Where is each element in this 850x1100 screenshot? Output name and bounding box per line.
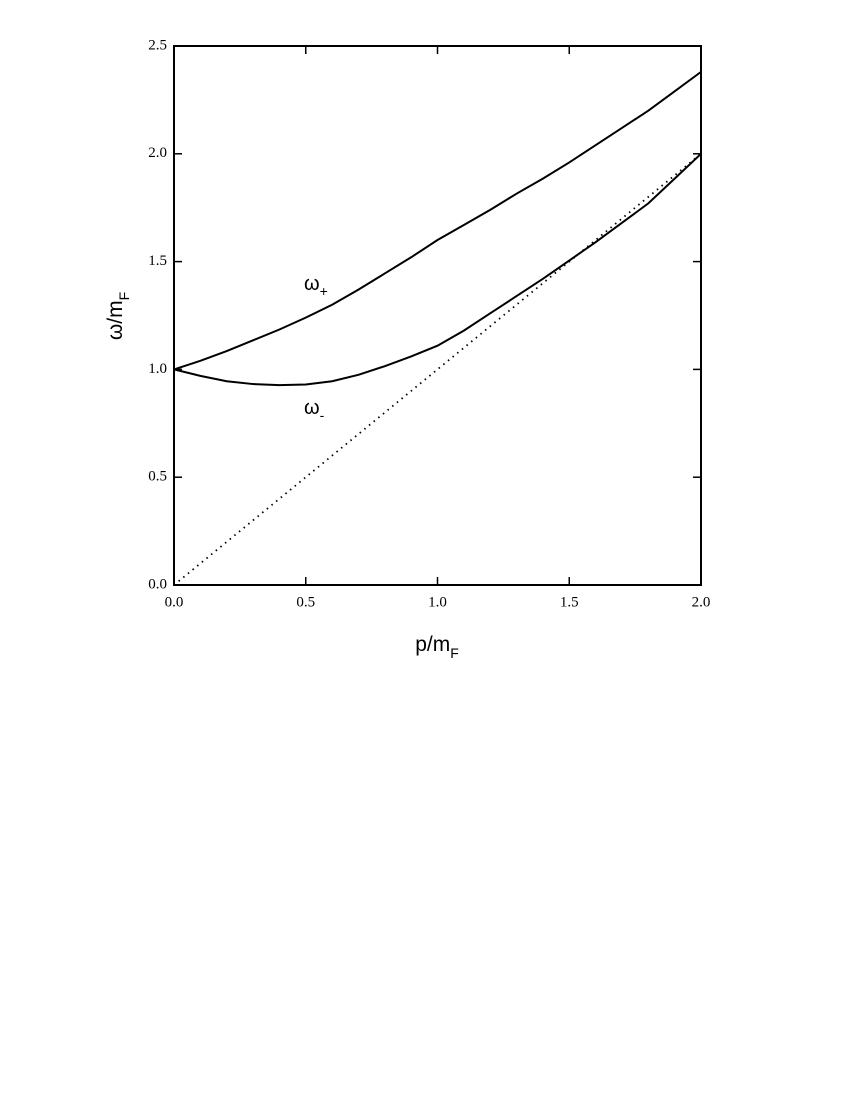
- x-tick-label: 1.5: [560, 594, 579, 610]
- line: [173, 153, 702, 387]
- x-tick-label: 0.5: [296, 594, 315, 610]
- y-tick-label: 2.5: [148, 37, 167, 53]
- y-axis-label-text: ω/m: [104, 300, 127, 340]
- annotation-text: ω: [304, 273, 320, 295]
- x-axis-label: p/mF: [415, 633, 459, 661]
- x-tick-label: 2.0: [692, 594, 711, 610]
- line: [173, 71, 702, 371]
- x-tick-label: 0.0: [165, 594, 184, 610]
- x-tick-label: 1.0: [428, 594, 447, 610]
- annotation-text: ω: [304, 397, 320, 419]
- y-tick-label: 0.0: [148, 576, 167, 592]
- annotation: ω+: [304, 273, 328, 299]
- y-tick-label: 1.0: [148, 361, 167, 377]
- annotation: ω-: [304, 397, 325, 423]
- x-axis-label-text: p/m: [415, 633, 450, 656]
- line: [173, 153, 702, 586]
- y-tick-label: 2.0: [148, 145, 167, 161]
- annotation-sub: +: [320, 283, 328, 299]
- y-axis-label: ω/mF: [104, 292, 132, 340]
- y-tick-label: 0.5: [148, 469, 167, 485]
- x-axis-label-sub: F: [450, 645, 459, 661]
- y-axis-label-sub: F: [116, 292, 132, 301]
- annotation-sub: -: [320, 407, 325, 423]
- y-tick-label: 1.5: [148, 253, 167, 269]
